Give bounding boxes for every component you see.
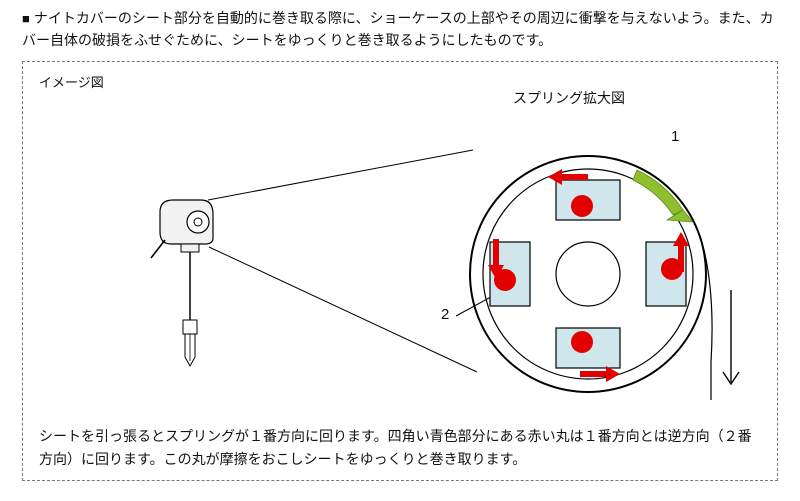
lead-line-top [208, 150, 473, 200]
intro-paragraph: ■ナイトカバーのシート部分を自動的に巻き取る際に、ショーケースの上部やその周辺に… [22, 8, 778, 51]
figure-box: イメージ図 スプリング拡大図 1 2 [22, 61, 778, 481]
spring-enlarged [456, 156, 739, 400]
down-arrow-icon [723, 290, 739, 384]
red-ball-icon [571, 331, 593, 353]
spring-block [488, 239, 530, 306]
green-arrow-icon [633, 170, 693, 222]
diagram-svg [23, 62, 779, 422]
lead-line-bottom [209, 247, 477, 372]
spring-block [556, 328, 620, 382]
spring-block [548, 169, 620, 220]
spring-block [646, 232, 689, 306]
pull-handle [183, 320, 197, 366]
cover-device [151, 200, 213, 366]
red-ball-icon [571, 195, 593, 217]
description-paragraph: シートを引っ張るとスプリングが１番方向に回ります。四角い青色部分にある赤い丸は１… [39, 425, 761, 470]
inner-circle [556, 242, 620, 306]
intro-text: ナイトカバーのシート部分を自動的に巻き取る際に、ショーケースの上部やその周辺に衝… [22, 10, 774, 48]
bullet-glyph: ■ [22, 11, 30, 26]
